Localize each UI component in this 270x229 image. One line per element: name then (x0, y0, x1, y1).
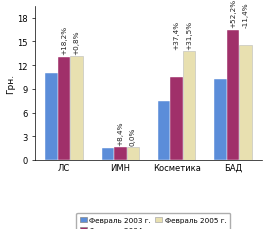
Bar (45, 74, 58, 160)
Bar (239, 45, 252, 160)
Bar (102, 148, 114, 160)
Bar (227, 30, 239, 160)
Text: +0,8%: +0,8% (73, 30, 79, 55)
Bar (70, 57, 83, 160)
Text: +31,5%: +31,5% (186, 20, 192, 49)
Bar (158, 101, 170, 160)
Y-axis label: Грн.: Грн. (6, 74, 15, 94)
Text: +52,2%: +52,2% (230, 0, 236, 28)
Bar (58, 58, 70, 160)
Text: 0,0%: 0,0% (130, 127, 136, 145)
Text: +8,4%: +8,4% (117, 121, 123, 145)
Bar (114, 147, 127, 160)
Legend: Февраль 2003 г., Февраль 2004 г., Февраль 2005 г.: Февраль 2003 г., Февраль 2004 г., Феврал… (76, 213, 230, 229)
Text: +18,2%: +18,2% (61, 26, 67, 55)
Bar (127, 147, 139, 160)
Text: -11,4%: -11,4% (242, 3, 248, 28)
Bar (183, 52, 195, 160)
Text: +37,4%: +37,4% (174, 20, 180, 49)
Bar (170, 78, 183, 160)
Bar (214, 80, 227, 160)
